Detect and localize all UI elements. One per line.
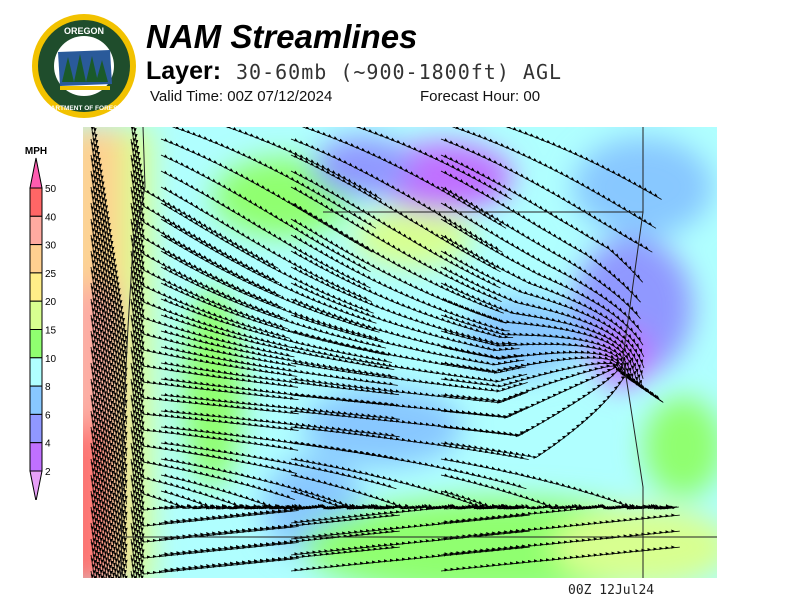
oregon-department-of-forestry-logo: OREGON DEPARTMENT OF FORESTRY — [32, 14, 136, 118]
legend-unit: MPH — [25, 146, 47, 157]
svg-text:OREGON: OREGON — [64, 26, 104, 36]
layer-label: Layer: — [146, 57, 222, 85]
streamline — [440, 372, 643, 460]
legend-label: 4 — [45, 439, 51, 450]
legend-swatch — [29, 385, 43, 415]
page-title: NAM Streamlines — [146, 18, 418, 55]
legend-label: 15 — [45, 326, 57, 337]
streamline — [130, 554, 138, 578]
legend-swatch — [29, 357, 43, 387]
legend-label: 8 — [45, 382, 51, 393]
layer-value: 30-60mb (~900-1800ft) AGL — [236, 60, 563, 84]
streamline — [90, 570, 95, 578]
legend-below-arrow — [29, 470, 43, 500]
legend-label: 50 — [45, 184, 57, 195]
valid-time: Valid Time: 00Z 07/12/2024 — [150, 88, 333, 105]
streamline — [90, 554, 98, 578]
legend-swatch — [29, 215, 43, 246]
streamline — [440, 545, 680, 572]
legend-swatch — [29, 413, 43, 444]
legend-swatch — [29, 442, 43, 472]
legend-swatch — [29, 329, 43, 359]
legend-swatch — [29, 244, 43, 274]
legend-swatch — [29, 272, 43, 302]
legend-swatch — [29, 187, 43, 217]
legend-above-arrow — [29, 157, 43, 189]
streamline-map — [83, 127, 717, 578]
legend-label: 40 — [45, 212, 57, 223]
streamline — [130, 570, 135, 578]
svg-text:DEPARTMENT OF FORESTRY: DEPARTMENT OF FORESTRY — [38, 105, 131, 112]
legend-swatch — [29, 300, 43, 330]
legend-label: 30 — [45, 241, 57, 252]
legend-label: 6 — [45, 410, 51, 421]
legend-label: 2 — [45, 467, 51, 478]
legend-label: 10 — [45, 354, 57, 365]
state-borders — [120, 127, 717, 578]
wind-speed-legend: MPH 50 40 30 25 20 15 10 8 6 4 2 — [25, 146, 57, 500]
map-timestamp: 00Z 12Jul24 — [568, 583, 655, 598]
forecast-hour: Forecast Hour: 00 — [420, 88, 541, 105]
legend-label: 20 — [45, 297, 57, 308]
legend-label: 25 — [45, 269, 57, 280]
